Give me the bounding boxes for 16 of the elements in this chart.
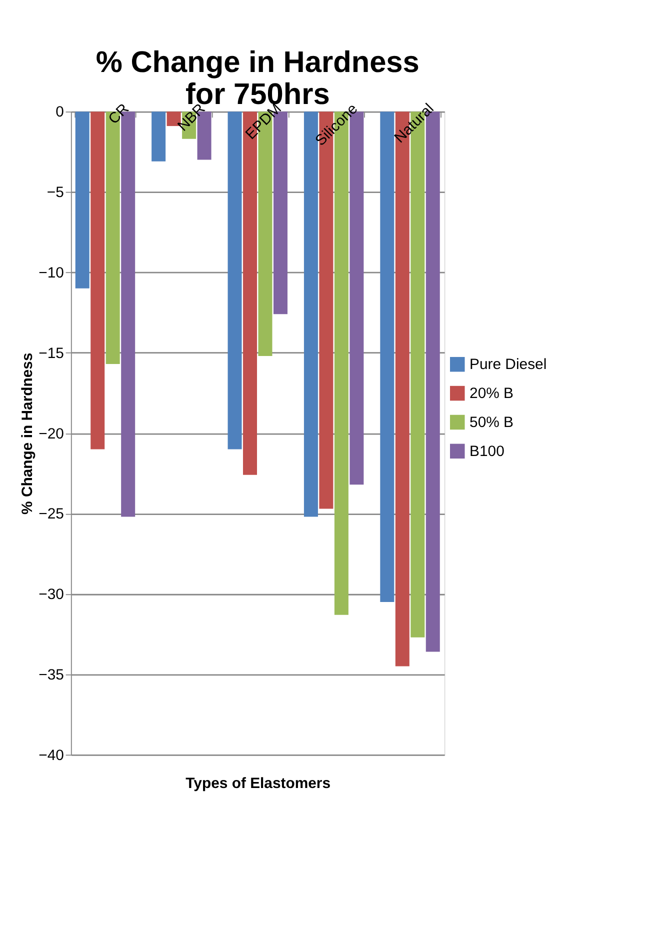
legend-label: 50% B — [470, 414, 514, 431]
x-axis-title: Types of Elastomers — [186, 774, 331, 792]
y-tick-label: −40 — [38, 746, 64, 764]
y-tick-label: −35 — [38, 666, 64, 684]
legend-label: 20% B — [470, 384, 514, 402]
y-tick-label: −20 — [38, 425, 64, 442]
y-tick-label: −25 — [38, 506, 64, 523]
y-tick-label: −30 — [38, 586, 64, 604]
y-tick-label: −5 — [46, 184, 64, 202]
y-tick-label: 0 — [56, 104, 64, 121]
x-tick-label: CR — [105, 100, 133, 128]
y-tick-label: −15 — [38, 344, 64, 362]
legend-label: B100 — [470, 442, 504, 460]
legend-label: Pure Diesel — [470, 356, 547, 374]
y-tick-label: −10 — [38, 264, 64, 282]
y-axis-title: % Change in Hardness — [19, 352, 36, 514]
